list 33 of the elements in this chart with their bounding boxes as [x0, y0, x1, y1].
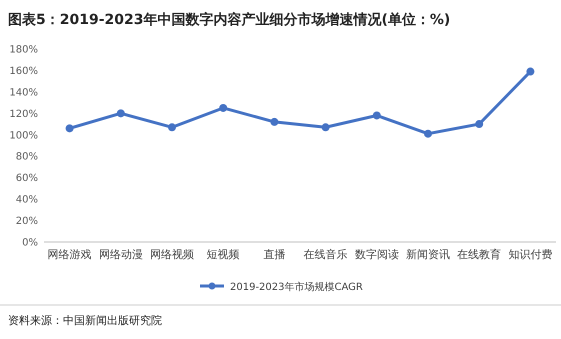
text: 资料来源：中国新闻出版研究院 [8, 314, 162, 327]
x-tick-label: 在线音乐 [304, 248, 348, 261]
x-tick-label: 新闻资讯 [406, 248, 450, 261]
y-tick-label: 120% [9, 108, 38, 120]
point [270, 118, 278, 126]
y-tick-label: 80% [16, 152, 38, 163]
x-tick-label: 知识付费 [508, 248, 552, 261]
y-tick-label: 180% [9, 44, 38, 56]
y-tick-label: 0% [22, 238, 38, 248]
y-tick-label: 20% [16, 216, 38, 228]
y-tick-label: 40% [16, 194, 38, 206]
point [168, 123, 176, 132]
chart-title: 图表5：2019-2023年中国数字内容产业细分市场增速情况(单位：%) [8, 11, 450, 28]
legend-label: 2019-2023年市场规模CAGR [230, 281, 363, 293]
x-tick-label: 短视频 [206, 248, 240, 261]
point [475, 120, 484, 128]
point [424, 130, 432, 138]
y-tick-label: 60% [16, 173, 38, 184]
x-tick-label: 网络视频 [150, 248, 194, 261]
x-tick-label: 网络游戏 [48, 248, 92, 261]
point [66, 124, 74, 132]
point [116, 109, 125, 118]
x-tick-label: 在线教育 [457, 248, 502, 261]
point [322, 123, 330, 132]
point [372, 111, 381, 120]
y-tick-label: 140% [9, 87, 38, 98]
point [219, 104, 228, 112]
x-tick-label: 网络动漫 [98, 248, 143, 261]
point [526, 68, 534, 76]
x-tick-label: 直播 [263, 248, 286, 261]
y-tick-label: 100% [9, 130, 38, 142]
x-tick-label: 数字阅读 [354, 248, 399, 261]
y-tick-label: 160% [9, 66, 38, 77]
